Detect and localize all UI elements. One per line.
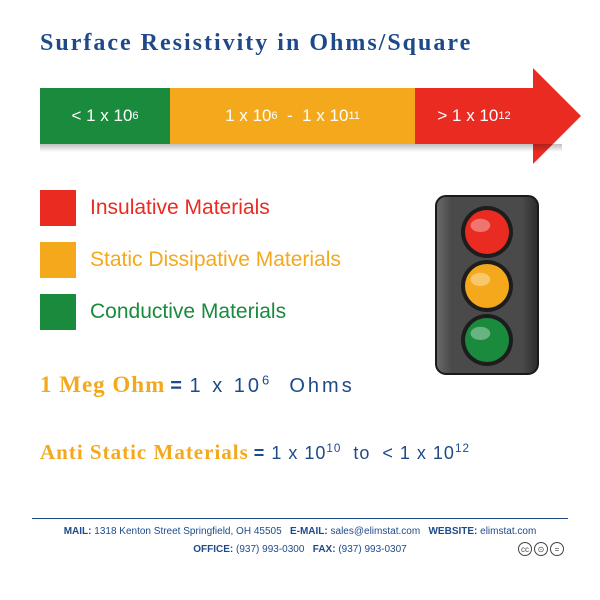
legend-label: Conductive Materials: [90, 300, 286, 324]
cc-icons: cc⊙=: [518, 542, 564, 556]
cc-badge-icon: =: [550, 542, 564, 556]
legend-item-1: Static Dissipative Materials: [40, 242, 341, 278]
legend-swatch: [40, 294, 76, 330]
arrow-segment-1: 1 x 106 - 1 x 1011: [170, 88, 415, 144]
legend-item-2: Conductive Materials: [40, 294, 286, 330]
footer-row-2: OFFICE: (937) 993-0300 FAX: (937) 993-03…: [0, 544, 600, 555]
traffic-light-icon: [428, 190, 546, 385]
legend-swatch: [40, 242, 76, 278]
definition-0: 1 Meg Ohm = 1 x 106 Ohms: [40, 372, 355, 398]
arrow-segment-0: < 1 x 106: [40, 88, 170, 144]
legend-label: Static Dissipative Materials: [90, 248, 341, 272]
cc-badge-icon: ⊙: [534, 542, 548, 556]
legend-label: Insulative Materials: [90, 196, 270, 220]
definition-1: Anti Static Materials = 1 x 1010 to < 1 …: [40, 440, 470, 465]
footer-row-1: MAIL: 1318 Kenton Street Springfield, OH…: [0, 526, 600, 537]
arrow-shadow: [40, 144, 562, 152]
arrow-segment-2: > 1 x 1012: [415, 88, 533, 144]
legend-swatch: [40, 190, 76, 226]
footer-divider: [32, 518, 568, 519]
legend-item-0: Insulative Materials: [40, 190, 270, 226]
page-title: Surface Resistivity in Ohms/Square: [0, 0, 600, 57]
cc-badge-icon: cc: [518, 542, 532, 556]
